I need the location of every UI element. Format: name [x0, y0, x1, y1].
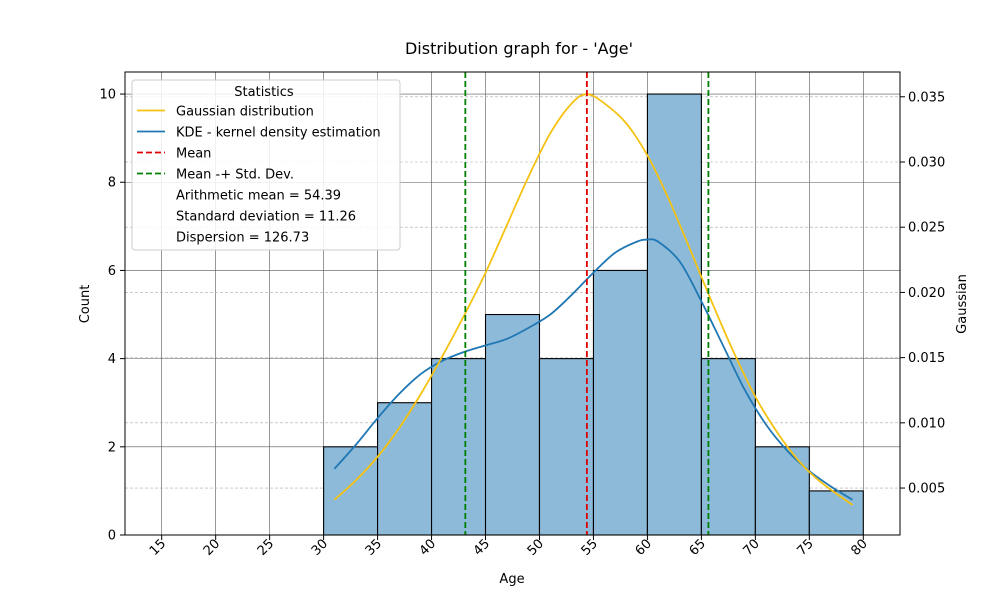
- histogram-bar: [484, 313, 541, 536]
- x-tick-label: 15: [147, 537, 169, 559]
- legend-entry: Arithmetic mean = 54.39: [176, 189, 341, 204]
- histogram-bar: [646, 93, 702, 536]
- chart-title: Distribution graph for - 'Age': [405, 39, 633, 58]
- x-tick-label: 60: [633, 537, 655, 559]
- histogram-bar: [323, 446, 379, 536]
- legend-entry: Mean: [176, 147, 211, 162]
- histogram-bar: [754, 446, 810, 536]
- y2-tick-label: 0.025: [908, 221, 945, 236]
- histogram-bar: [700, 358, 756, 536]
- legend-box: [131, 79, 401, 251]
- x-tick-label: 65: [687, 537, 709, 559]
- x-tick-label: 40: [417, 537, 439, 559]
- y2-axis-ticks: 0.005 0.010 0.015 0.020 0.025 0.030 0.035: [900, 90, 945, 497]
- histogram-bar: [808, 490, 864, 536]
- y-tick-label: 4: [108, 352, 116, 367]
- y-tick-label: 10: [99, 88, 116, 103]
- y2-tick-label: 0.035: [908, 90, 945, 105]
- y-tick-label: 2: [108, 440, 116, 455]
- kde-curve: [333, 238, 853, 501]
- legend-entry: KDE - kernel density estimation: [176, 126, 381, 141]
- legend: Statistics Gaussian distribution KDE - ker…: [131, 79, 401, 251]
- x-axis-label: Age: [499, 572, 524, 587]
- x-tick-label: 35: [363, 537, 385, 559]
- y2-tick-label: 0.030: [908, 155, 945, 170]
- y-tick-label: 0: [108, 529, 116, 544]
- x-tick-label: 45: [471, 537, 493, 559]
- legend-entry: Gaussian distribution: [176, 105, 314, 120]
- x-tick-label: 50: [525, 537, 547, 559]
- legend-entry: Mean -+ Std. Dev.: [176, 168, 294, 183]
- y-tick-label: 6: [108, 264, 116, 279]
- histogram-bar: [538, 358, 595, 536]
- x-tick-label: 70: [741, 537, 763, 559]
- histogram-bar: [377, 402, 433, 536]
- grid-lines: [125, 72, 900, 536]
- y-axis-label: Count: [78, 285, 93, 324]
- y2-axis-label: Gaussian: [955, 274, 970, 334]
- y2-tick-label: 0.020: [908, 286, 945, 301]
- y2-tick-label: 0.010: [908, 416, 945, 431]
- curves: [333, 72, 854, 535]
- histogram-bars: [323, 93, 864, 536]
- x-tick-label: 30: [309, 537, 331, 559]
- histogram-bar: [592, 269, 648, 536]
- x-tick-label: 80: [849, 537, 871, 559]
- legend-title: Statistics: [234, 85, 294, 100]
- y-axis-ticks: 0 2 4 6 8 10: [99, 88, 125, 544]
- legend-entry: Dispersion = 126.73: [176, 231, 309, 246]
- y2-tick-label: 0.005: [908, 482, 945, 497]
- y-tick-label: 8: [108, 176, 116, 191]
- x-tick-label: 25: [255, 537, 277, 559]
- x-axis-ticks: 15 20 25 30 35 40 45 50 55 60 65 70 75 80: [147, 535, 871, 559]
- legend-entry: Standard deviation = 11.26: [176, 210, 356, 225]
- x-tick-label: 55: [579, 537, 601, 559]
- histogram-bar: [430, 358, 487, 536]
- plot-frame: [124, 71, 901, 536]
- x-tick-label: 20: [201, 537, 223, 559]
- y2-tick-label: 0.015: [908, 351, 945, 366]
- x-tick-label: 75: [795, 537, 817, 559]
